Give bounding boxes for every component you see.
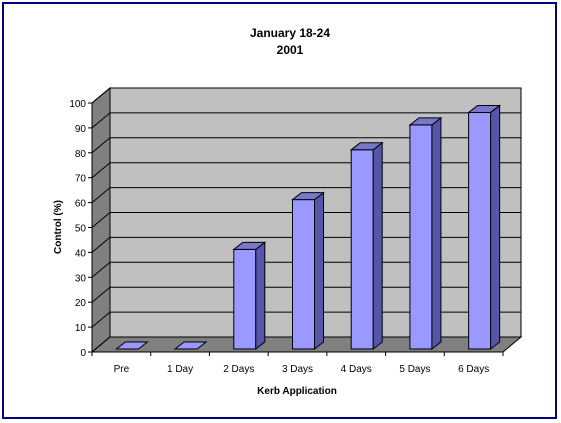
- gridline: [91, 236, 521, 253]
- chart-title-line-2: 2001: [277, 43, 304, 57]
- bar-top: [349, 142, 384, 151]
- y-tick-label: 90: [75, 124, 87, 135]
- bar-side: [431, 116, 442, 351]
- bar: [233, 248, 257, 350]
- x-tick-label: 5 Days: [399, 364, 430, 375]
- bar-top: [291, 192, 325, 201]
- x-tick-label: 2 Days: [223, 364, 254, 375]
- y-tick-label: 50: [75, 224, 87, 235]
- bar-top: [232, 241, 267, 250]
- gridline: [91, 212, 521, 228]
- gridline: [91, 336, 521, 353]
- bar-side: [314, 191, 324, 351]
- x-tick-label: 3 Days: [282, 364, 313, 375]
- chart-title-line-1: January 18-24: [250, 26, 330, 40]
- y-tick-label: 10: [75, 323, 87, 334]
- bar: [292, 199, 315, 350]
- bar-top: [408, 117, 443, 126]
- y-tick-label: 40: [75, 248, 87, 259]
- bar-top: [467, 104, 502, 113]
- gridline: [91, 261, 521, 278]
- y-tick-label: 60: [75, 199, 87, 210]
- y-tick-label: 30: [75, 273, 87, 284]
- x-tick-label: 6 Days: [458, 364, 489, 375]
- gridline: [91, 311, 521, 328]
- gridline: [91, 112, 521, 129]
- bar: [350, 149, 374, 350]
- y-tick-label: 100: [69, 99, 86, 110]
- y-tick-label: 70: [75, 174, 87, 185]
- gridline: [91, 286, 521, 303]
- y-tick-label: 0: [80, 348, 86, 359]
- y-tick-label: 20: [75, 298, 87, 309]
- bar-side: [372, 141, 383, 351]
- gridline: [91, 137, 521, 154]
- gridline: [91, 87, 521, 104]
- bar-top: [114, 341, 149, 350]
- bar-top: [173, 341, 208, 350]
- bar-side: [490, 104, 501, 351]
- x-tick-label: 1 Day: [167, 364, 193, 375]
- x-tick-label: 4 Days: [341, 364, 372, 375]
- gridline: [91, 187, 521, 203]
- x-tick-label: Pre: [114, 364, 130, 375]
- bar: [468, 111, 492, 350]
- y-tick-label: 80: [75, 149, 87, 160]
- bar: [409, 124, 433, 350]
- x-axis-label: Kerb Application: [257, 386, 337, 397]
- y-axis-label: Control (%): [53, 200, 64, 254]
- gridline: [91, 162, 521, 179]
- bar-side: [255, 241, 266, 351]
